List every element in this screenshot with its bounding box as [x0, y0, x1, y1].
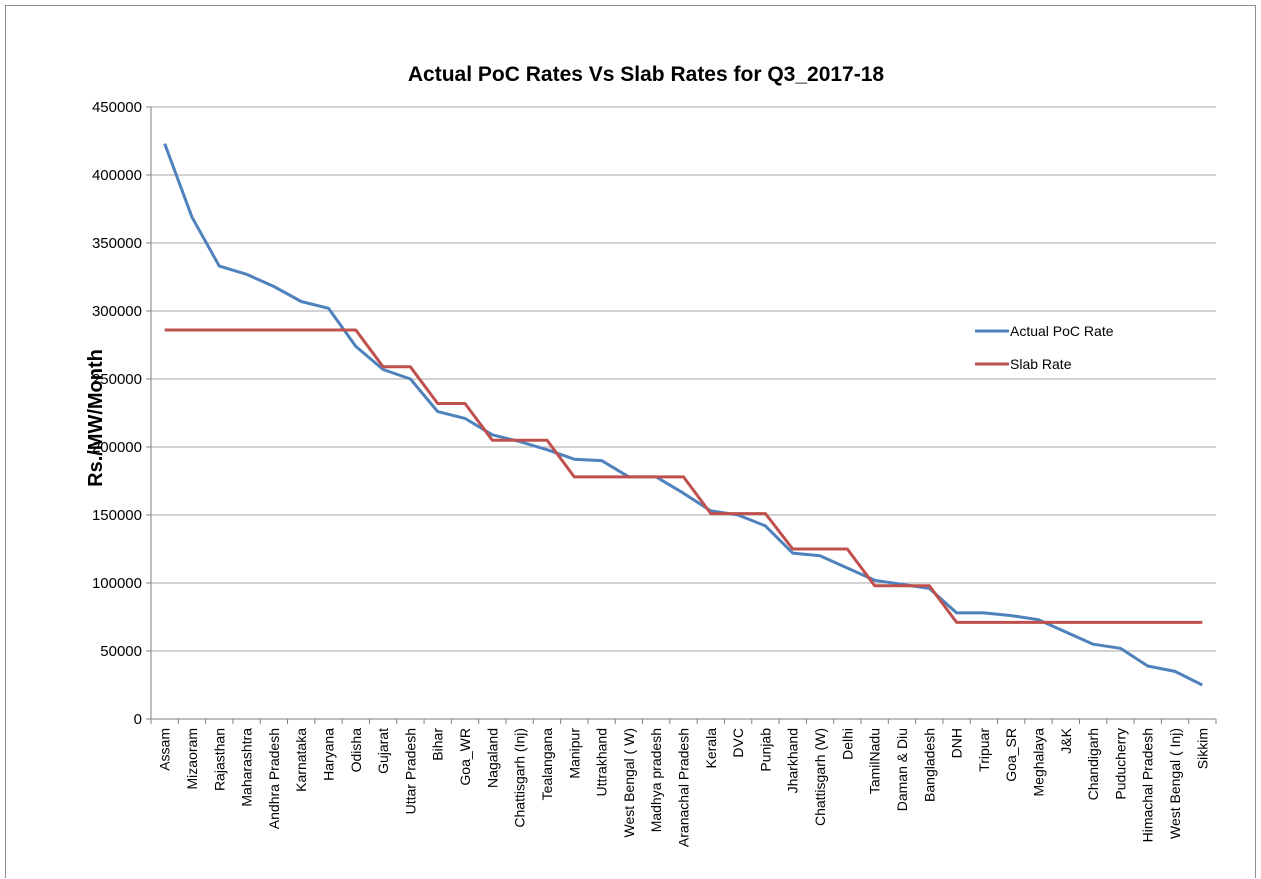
x-tick-label-puducherry: Puducherry: [1112, 728, 1128, 800]
y-tick-label: 0: [134, 711, 142, 728]
x-tick-label-west-bengal-inj: West Bengal ( Inj): [1167, 728, 1183, 839]
x-tick-label-goa-wr: Goa_WR: [457, 728, 473, 786]
y-tick-label: 450000: [92, 99, 142, 116]
y-tick-label: 50000: [100, 643, 142, 660]
x-tick-label-goa-sr: Goa_SR: [1003, 728, 1019, 782]
x-tick-label-sikkim: Sikkim: [1194, 728, 1210, 769]
x-tick-label-punjab: Punjab: [757, 728, 773, 772]
x-tick-label-madhya-pradesh: Madhya pradesh: [648, 728, 664, 832]
x-tick-labels: Assam Mizaoram Rajasthan Maharashtra Andhra …: [150, 719, 1217, 847]
x-tick-label-dvc: DVC: [730, 728, 746, 758]
gridlines: [150, 106, 1216, 720]
x-tick-label-daman-diu: Daman & Diu: [894, 728, 910, 811]
line-chart: Actual PoC Rates Vs Slab Rates for Q3_20…: [85, 63, 1217, 847]
series-line-actual-poc-rate: [163, 143, 1203, 687]
y-tick-label: 250000: [92, 371, 142, 388]
x-tick-label-bangladesh: Bangladesh: [921, 728, 937, 802]
series-line-slab-rate: [164, 328, 1203, 624]
x-tick-label-chattisgarh-inj: Chattisgarh (Inj): [512, 728, 528, 828]
x-tick-label-gujarat: Gujarat: [375, 728, 391, 774]
x-tick-label-tamilnadu: TamilNadu: [867, 728, 883, 794]
x-tick-label-himachal-pradesh: Himachal Pradesh: [1140, 728, 1156, 842]
x-tick-label-uttar-pradesh: Uttar Pradesh: [402, 728, 418, 814]
y-axis-label: Rs./MW/Month: [85, 349, 107, 487]
x-tick-label-tripuar: Tripuar: [976, 728, 992, 772]
x-tick-label-dnh: DNH: [949, 728, 965, 758]
y-tick-label: 200000: [92, 439, 142, 456]
y-tick-label: 400000: [92, 167, 142, 184]
x-tick-label-nagaland: Nagaland: [484, 728, 500, 788]
x-tick-label-odisha: Odisha: [348, 728, 364, 773]
x-tick-label-manipur: Manipur: [566, 728, 582, 779]
series-lines: [163, 143, 1203, 687]
y-tick-label: 100000: [92, 575, 142, 592]
x-tick-label-jharkhand: Jharkhand: [785, 728, 801, 793]
x-tick-label-chattisgarh-w: Chattisgarh (W): [812, 728, 828, 826]
x-tick-label-tealangana: Tealangana: [539, 728, 555, 801]
x-tick-label-andhra-pradesh: Andhra Pradesh: [266, 728, 282, 829]
x-tick-label-aranachal-pradesh: Aranachal Pradesh: [676, 728, 692, 847]
x-tick-label-j-k: J&K: [1058, 727, 1074, 753]
x-tick-label-kerala: Kerala: [703, 728, 719, 769]
y-tick-labels: 0 50000 100000 150000 200000 250000 300000 3500…: [92, 99, 151, 728]
x-tick-label-bihar: Bihar: [430, 728, 446, 761]
x-tick-label-meghalaya: Meghalaya: [1031, 728, 1047, 797]
x-tick-label-mizaoram: Mizaoram: [184, 728, 200, 789]
x-tick-label-karnataka: Karnataka: [293, 728, 309, 792]
x-tick-label-maharashtra: Maharashtra: [239, 728, 255, 807]
x-tick-label-west-bengal-w: West Bengal ( W): [621, 728, 637, 837]
x-tick-label-chandigarh: Chandigarh: [1085, 728, 1101, 800]
x-tick-label-assam: Assam: [157, 728, 173, 771]
y-tick-label: 350000: [92, 235, 142, 252]
x-tick-label-uttrakhand: Uttrakhand: [594, 728, 610, 796]
x-tick-label-delhi: Delhi: [839, 728, 855, 760]
legend: Actual PoC Rate Slab Rate: [975, 323, 1114, 372]
chart-frame: Actual PoC Rates Vs Slab Rates for Q3_20…: [5, 5, 1256, 878]
y-tick-label: 300000: [92, 303, 142, 320]
legend-label-actual-poc-rate: Actual PoC Rate: [1010, 323, 1114, 339]
chart-title: Actual PoC Rates Vs Slab Rates for Q3_20…: [408, 63, 885, 86]
legend-label-slab-rate: Slab Rate: [1010, 356, 1072, 372]
x-tick-label-rajasthan: Rajasthan: [211, 728, 227, 791]
y-tick-label: 150000: [92, 507, 142, 524]
x-tick-label-haryana: Haryana: [321, 728, 337, 781]
